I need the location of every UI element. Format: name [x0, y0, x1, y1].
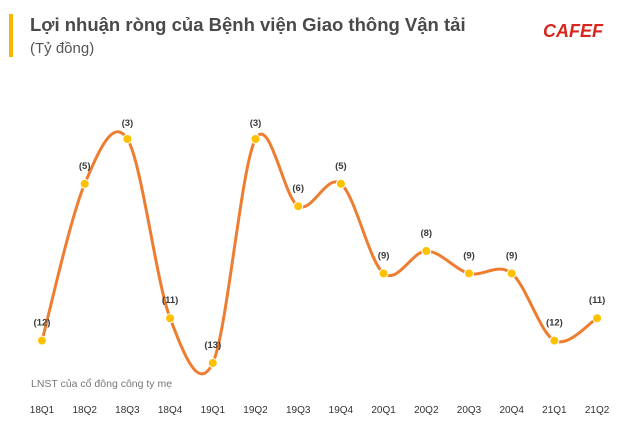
chart-subtitle: (Tỷ đồng) [30, 40, 95, 57]
plot-area: (12) (5) (3) (11) (13) (3) (6) (5) (9) (8) (9) (9) (… [34, 118, 605, 376]
data-point-19Q1 [207, 358, 218, 368]
x-tick-label: 20Q3 [457, 405, 482, 416]
data-label-20Q1: (9) [378, 250, 390, 261]
x-tick-label: 19Q2 [243, 405, 268, 416]
title-accent-bar [9, 14, 13, 57]
data-point-20Q1 [378, 268, 389, 279]
x-tick-label: 20Q4 [499, 405, 524, 416]
chart-title: Lợi nhuận ròng của Bệnh viện Giao thông … [30, 14, 466, 35]
data-label-21Q2: (11) [589, 295, 605, 306]
data-label-20Q3: (9) [463, 250, 475, 261]
x-tick-label: 18Q2 [72, 405, 97, 416]
series-note: LNST của cổ đông công ty mẹ [31, 378, 172, 390]
data-label-18Q4: (11) [162, 295, 178, 306]
x-tick-label: 20Q1 [371, 405, 396, 416]
x-tick-label: 18Q1 [30, 405, 55, 416]
data-point-18Q2 [79, 178, 90, 189]
data-label-19Q4: (5) [335, 161, 347, 172]
data-label-20Q2: (8) [420, 228, 432, 239]
data-point-21Q2 [592, 313, 603, 324]
x-tick-label: 18Q3 [115, 405, 140, 416]
data-point-19Q3 [293, 201, 304, 212]
data-label-19Q2: (3) [250, 118, 262, 129]
x-tick-label: 20Q2 [414, 405, 439, 416]
x-tick-label: 19Q3 [286, 405, 311, 416]
data-point-20Q4 [506, 268, 517, 279]
data-label-20Q4: (9) [506, 250, 518, 261]
data-label-19Q3: (6) [292, 183, 304, 194]
x-axis-ticks: 18Q1 18Q2 18Q3 18Q4 19Q1 19Q2 19Q3 19Q4 20Q1 20Q2… [30, 405, 610, 416]
x-tick-label: 19Q4 [329, 405, 354, 416]
data-point-20Q3 [464, 268, 474, 279]
data-point-18Q4 [165, 313, 176, 324]
x-tick-label: 21Q1 [542, 405, 567, 416]
data-label-21Q1: (12) [546, 318, 563, 329]
data-point-21Q1 [549, 335, 560, 346]
data-label-18Q3: (3) [122, 118, 134, 129]
cafef-logo: CAFEF [543, 21, 604, 41]
data-point-19Q4 [335, 178, 346, 189]
cafef-logo-text: CAFEF [543, 21, 604, 41]
data-label-19Q1: (13) [204, 340, 221, 351]
x-tick-label: 18Q4 [158, 405, 183, 416]
data-point-20Q2 [421, 246, 432, 256]
data-label-18Q2: (5) [79, 161, 91, 172]
data-point-19Q2 [250, 134, 261, 144]
x-tick-label: 19Q1 [201, 405, 226, 416]
x-tick-label: 21Q2 [585, 405, 610, 416]
data-point-18Q1 [37, 335, 47, 346]
data-label-18Q1: (12) [34, 318, 51, 329]
data-point-18Q3 [122, 134, 133, 144]
